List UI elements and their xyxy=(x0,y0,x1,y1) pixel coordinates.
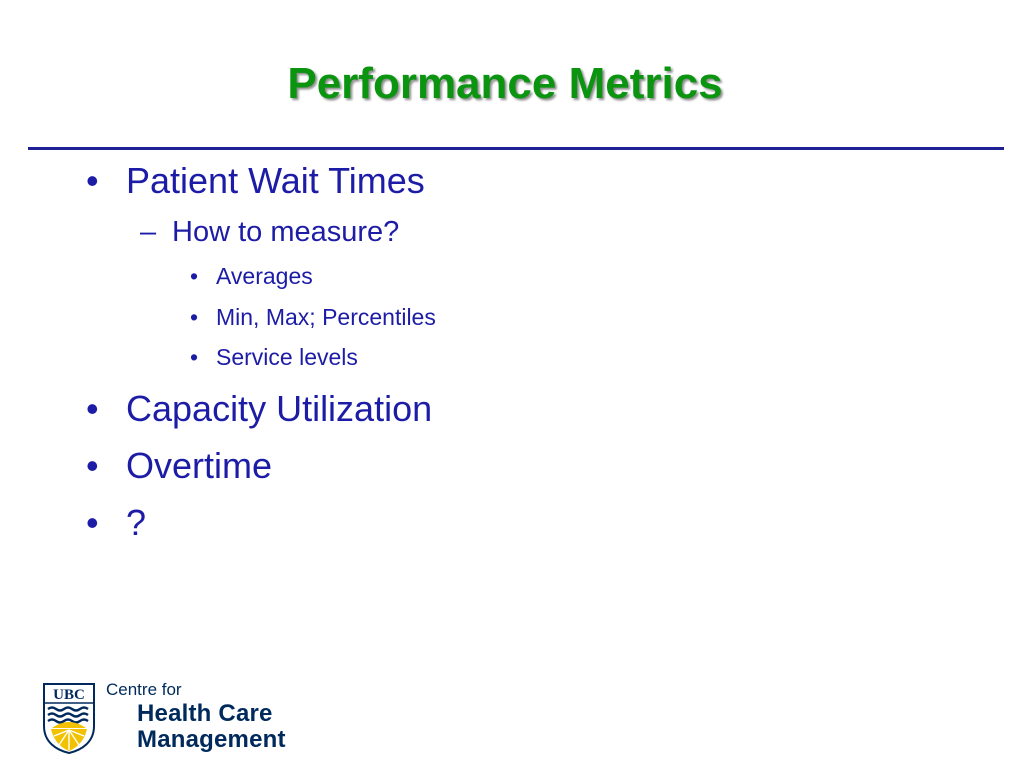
bullet-text: Patient Wait Times xyxy=(126,160,425,201)
bullet-item: • Capacity Utilization xyxy=(86,388,432,430)
sub-bullet-item: – How to measure? xyxy=(140,216,399,249)
bullet-marker: • xyxy=(86,160,99,201)
bullet-text: Capacity Utilization xyxy=(126,388,433,429)
bullet-text: How to measure? xyxy=(172,216,400,248)
dash-marker: – xyxy=(140,216,157,248)
bullet-marker: • xyxy=(86,502,99,543)
bullet-marker: • xyxy=(190,263,199,289)
title-divider xyxy=(28,147,1004,150)
sub-sub-bullet-item: • Service levels xyxy=(190,344,358,371)
bullet-item: • Patient Wait Times xyxy=(86,160,425,202)
bullet-item: •? xyxy=(86,502,146,544)
logo-line-centre-for: Centre for xyxy=(106,680,182,699)
sub-sub-bullet-item: • Averages xyxy=(190,263,313,290)
crest-text: UBC xyxy=(53,687,85,703)
ubc-crest-icon: UBC xyxy=(43,683,95,754)
logo-line-health-care: Health Care xyxy=(137,700,273,727)
bullet-marker: • xyxy=(86,445,99,486)
bullet-text: Service levels xyxy=(216,344,358,370)
ubc-centre-logo: UBC Centre for Health Care Management xyxy=(42,680,342,760)
bullet-item: • Overtime xyxy=(86,445,272,487)
bullet-text: Min, Max; Percentiles xyxy=(216,304,436,330)
bullet-marker: • xyxy=(86,388,99,429)
bullet-marker: • xyxy=(190,344,199,370)
bullet-text: Averages xyxy=(216,263,313,289)
sub-sub-bullet-item: • Min, Max; Percentiles xyxy=(190,304,436,331)
slide-title: Performance Metrics xyxy=(287,59,723,108)
logo-line-management: Management xyxy=(137,726,286,753)
bullet-text: Overtime xyxy=(126,445,273,486)
bullet-text: ? xyxy=(126,502,147,543)
bullet-marker: • xyxy=(190,304,199,330)
